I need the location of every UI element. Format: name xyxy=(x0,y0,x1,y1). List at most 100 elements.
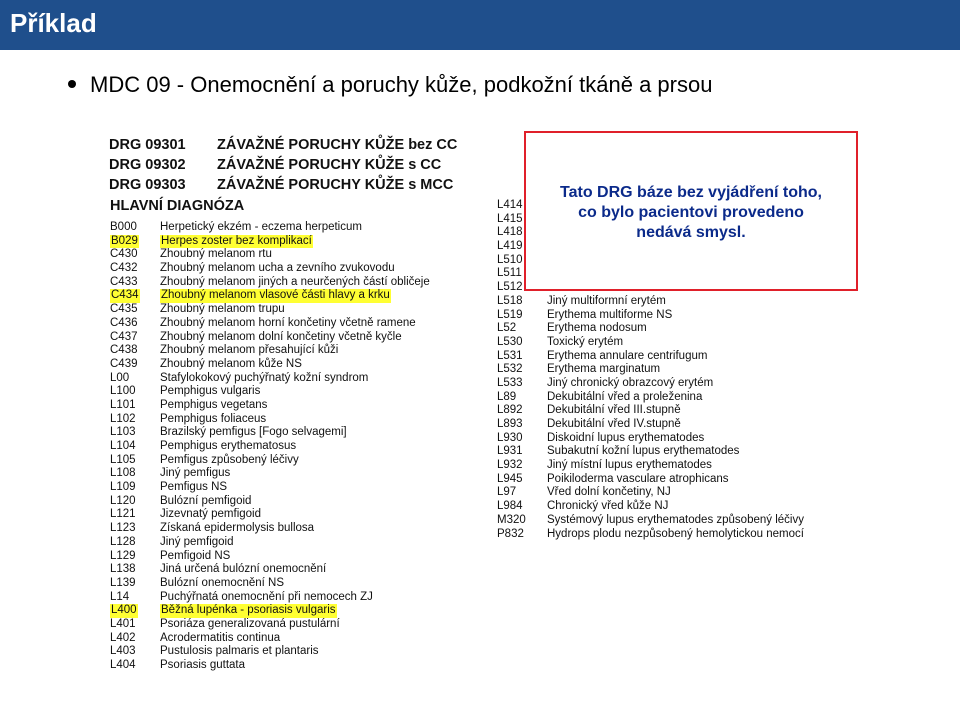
drg-name: ZÁVAŽNÉ PORUCHY KŮŽE s MCC xyxy=(217,177,454,193)
diagnosis-code: L518 xyxy=(497,294,523,307)
diagnosis-name: Psoriasis guttata xyxy=(160,659,246,671)
diagnosis-name: Acrodermatitis continua xyxy=(160,631,281,644)
diagnosis-name: Puchýřnatá onemocnění při nemocech ZJ xyxy=(160,590,373,603)
diagnosis-code: B000 xyxy=(110,221,137,233)
note-line: nedává smysl. xyxy=(636,224,746,241)
diagnosis-code: C436 xyxy=(110,316,138,329)
diagnosis-code: L533 xyxy=(497,376,523,389)
diagnosis-name: Pemphigus foliaceus xyxy=(160,412,267,425)
drg-code: DRG 09302 xyxy=(109,157,186,173)
diagnosis-name: Herpetický ekzém - eczema herpeticum xyxy=(160,221,362,233)
diagnosis-code: L931 xyxy=(497,445,523,458)
diagnosis-code: L532 xyxy=(497,363,523,376)
diagnosis-code: L00 xyxy=(110,371,130,384)
diagnosis-code: L531 xyxy=(497,349,523,362)
diagnosis-name: Získaná epidermolysis bullosa xyxy=(160,522,315,535)
diagnosis-name: Dekubitální vřed a proleženina xyxy=(547,390,703,403)
diagnosis-name: Herpes zoster bez komplikací xyxy=(160,234,313,249)
callout-note-text: Tato DRG báze bez vyjádření toho, co byl… xyxy=(526,183,856,243)
diagnosis-code: L120 xyxy=(110,494,136,507)
diagnosis-name: Pemfigus NS xyxy=(160,481,228,494)
diagnosis-code: L128 xyxy=(110,535,136,548)
diagnosis-code: L945 xyxy=(497,472,523,485)
diagnosis-name: Zhoubný melanom trupu xyxy=(160,303,285,316)
diagnosis-code: C437 xyxy=(110,330,138,343)
diagnosis-name: Jiný multiformní erytém xyxy=(547,294,666,307)
diagnosis-code: L121 xyxy=(110,508,136,521)
diagnosis-name: Bulózní onemocnění NS xyxy=(160,576,285,589)
diagnosis-code: B029 xyxy=(110,234,139,249)
diagnosis-code: L103 xyxy=(110,426,136,439)
diagnosis-code: L123 xyxy=(110,522,136,535)
diagnosis-name: Diskoidní lupus erythematodes xyxy=(547,431,705,444)
diagnosis-code: M320 xyxy=(497,513,526,526)
diagnosis-name: Dekubitální vřed III.stupně xyxy=(547,404,681,417)
diagnosis-code: L530 xyxy=(497,335,523,348)
diagnosis-name: Hydrops plodu nezpůsobený hemolytickou n… xyxy=(547,527,804,540)
diagnosis-name: Erythema marginatum xyxy=(547,363,661,376)
diagnosis-code: L138 xyxy=(110,563,136,576)
diagnosis-code: L404 xyxy=(110,659,136,671)
bullet-dot-icon xyxy=(68,80,76,89)
diagnosis-code: L892 xyxy=(497,404,523,417)
diagnosis-code: L402 xyxy=(110,631,136,644)
diagnosis-code: L14 xyxy=(110,590,130,603)
diagnosis-name: Pemphigus vegetans xyxy=(160,398,268,411)
diagnosis-name: Zhoubný melanom jiných a neurčených část… xyxy=(160,275,430,288)
diagnosis-name: Pemphigus vulgaris xyxy=(160,385,261,398)
diagnosis-code: L414 xyxy=(497,199,523,211)
diagnosis-name: Brazilský pemfigus [Fogo selvagemi] xyxy=(160,426,347,439)
diagnosis-code: C439 xyxy=(110,357,138,370)
main-diagnosis-heading: HLAVNÍ DIAGNÓZA xyxy=(110,198,245,214)
diagnosis-name: Dekubitální vřed IV.stupně xyxy=(547,418,681,430)
diagnosis-name: Jizevnatý pemfigoid xyxy=(160,508,261,521)
diagnosis-name: Chronický vřed kůže NJ xyxy=(547,500,669,513)
diagnosis-code: L512 xyxy=(497,281,523,294)
drg-code: DRG 09303 xyxy=(109,177,186,193)
diagnosis-code: L401 xyxy=(110,617,136,630)
note-line: Tato DRG báze bez vyjádření toho, xyxy=(560,184,822,201)
callout-note-box: Tato DRG báze bez vyjádření toho, co byl… xyxy=(524,131,858,291)
diagnosis-name: Bulózní pemfigoid xyxy=(160,494,252,507)
diagnosis-name: Jiná určená bulózní onemocnění xyxy=(160,563,327,576)
diagnosis-code: L108 xyxy=(110,467,136,480)
diagnosis-name: Stafylokokový puchýřnatý kožní syndrom xyxy=(160,371,369,384)
diagnosis-code: P832 xyxy=(497,527,524,540)
drg-list: DRG 09301 ZÁVAŽNÉ PORUCHY KŮŽE bez CC DRG… xyxy=(109,135,457,195)
diagnosis-code: L109 xyxy=(110,481,136,494)
diagnosis-code: L400 xyxy=(110,604,138,618)
diagnosis-code: C432 xyxy=(110,262,138,275)
diagnosis-code: L139 xyxy=(110,576,136,589)
diagnosis-name: Pemfigoid NS xyxy=(160,549,231,562)
bullet-text: MDC 09 - Onemocnění a poruchy kůže, podk… xyxy=(90,72,713,97)
diagnosis-code: L100 xyxy=(110,385,136,398)
diagnosis-code: C438 xyxy=(110,344,138,357)
diagnosis-name: Toxický erytém xyxy=(547,335,624,348)
diagnosis-name: Zhoubný melanom kůže NS xyxy=(160,357,302,370)
diagnosis-code: L105 xyxy=(110,453,136,466)
diagnosis-name: Erythema nodosum xyxy=(547,322,647,335)
diagnosis-name: Pemfigus způsobený léčivy xyxy=(160,453,299,466)
drg-code: DRG 09301 xyxy=(109,137,186,153)
diagnosis-name: Jiný místní lupus erythematodes xyxy=(547,459,712,472)
diagnosis-name: Pemphigus erythematosus xyxy=(160,440,297,452)
diagnosis-name: Zhoubný melanom rtu xyxy=(160,248,272,261)
diagnosis-code: L89 xyxy=(497,390,517,403)
diagnosis-code: L984 xyxy=(497,500,523,513)
diagnosis-code: L102 xyxy=(110,412,136,425)
diagnosis-name: Zhoubný melanom přesahující kůži xyxy=(160,344,339,357)
diagnosis-name: Běžná lupénka - psoriasis vulgaris xyxy=(160,604,337,618)
diagnosis-name: Zhoubný melanom horní končetiny včetně r… xyxy=(160,316,416,329)
diagnosis-name: Erythema multiforme NS xyxy=(547,308,673,321)
diagnosis-name: Jiný pemfigoid xyxy=(160,535,234,548)
diagnosis-name: Jiný chronický obrazcový erytém xyxy=(547,376,714,389)
diagnosis-code: L129 xyxy=(110,549,136,562)
bullet-point: MDC 09 - Onemocnění a poruchy kůže, podk… xyxy=(68,72,712,98)
diagnosis-code: L419 xyxy=(497,240,523,253)
diagnosis-code: L932 xyxy=(497,459,523,472)
diagnosis-code: L893 xyxy=(497,418,523,430)
diagnosis-code: C435 xyxy=(110,303,138,316)
diagnosis-name: Vřed dolní končetiny, NJ xyxy=(547,486,671,499)
diagnosis-name: Pustulosis palmaris et plantaris xyxy=(160,645,319,658)
diagnosis-name: Subakutní kožní lupus erythematodes xyxy=(547,445,740,458)
